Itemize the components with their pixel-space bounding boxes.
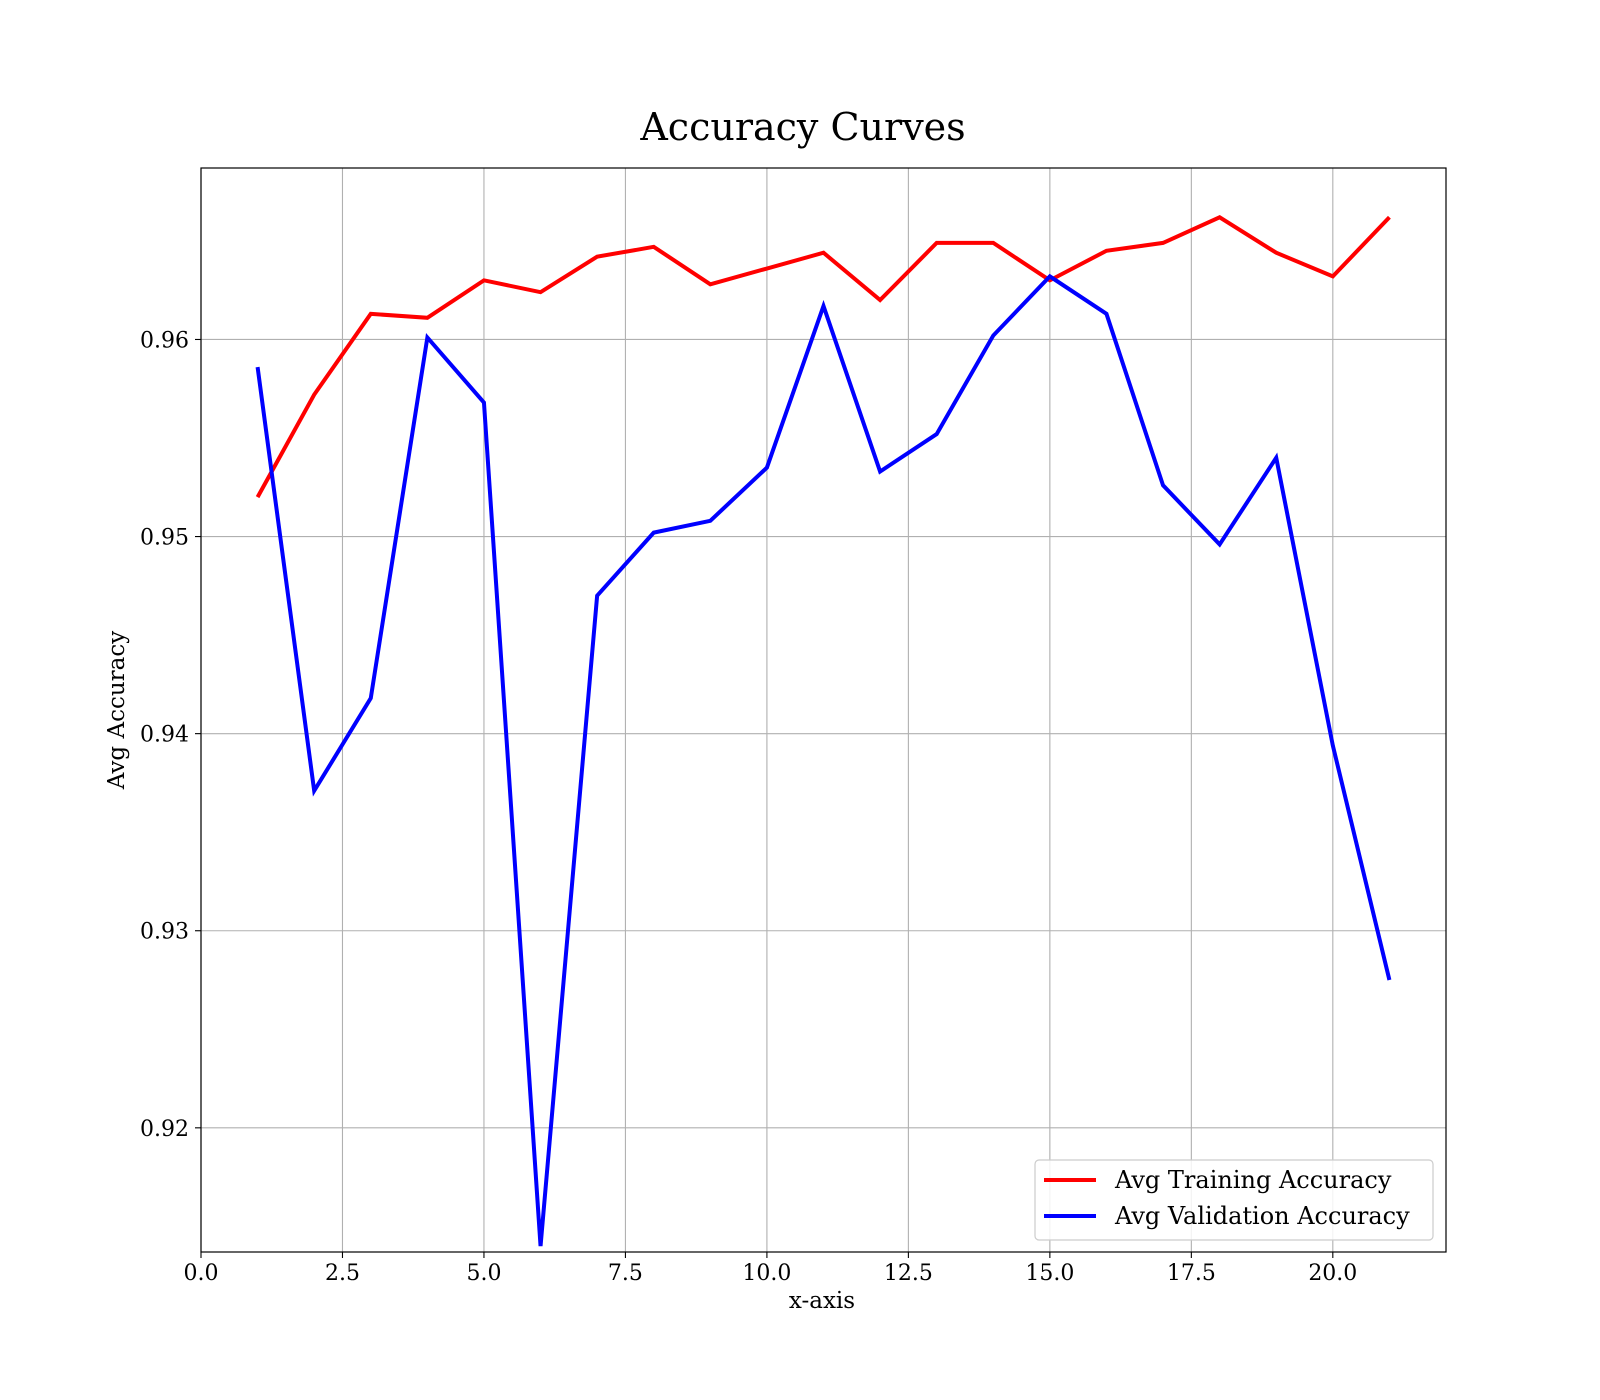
y-axis-ticks: 0.92 0.93 0.94 0.95 0.96: [140, 328, 201, 1142]
x-tick-label: 0.0: [184, 1261, 219, 1286]
chart-title: Accuracy Curves: [639, 105, 965, 149]
legend: Avg Training Accuracy Avg Validation Acc…: [1034, 1159, 1434, 1241]
x-tick-label: 10.0: [742, 1261, 791, 1286]
grid-lines: [200, 168, 1446, 1252]
legend-box: [1034, 1159, 1434, 1241]
y-tick-label: 0.96: [140, 328, 189, 353]
y-tick-label: 0.95: [140, 526, 189, 551]
x-tick-label: 5.0: [466, 1261, 501, 1286]
y-axis-title: Avg Accuracy: [104, 631, 130, 790]
x-axis-title: x-axis: [789, 1288, 855, 1314]
x-tick-label: 15.0: [1025, 1261, 1074, 1286]
validation-accuracy-line: [255, 273, 1392, 1247]
x-axis-ticks: 0.0 2.5 5.0 7.5 10.0 12.5 15.0 17.5 20.0: [184, 1252, 1357, 1286]
x-tick-label: 17.5: [1167, 1261, 1216, 1286]
training-accuracy-line: [255, 215, 1391, 499]
legend-label-validation: Avg Validation Accuracy: [1114, 1202, 1410, 1230]
plot-series: [255, 215, 1392, 1247]
x-tick-label: 2.5: [325, 1261, 360, 1286]
plot-area-frame: [200, 167, 1447, 1253]
x-tick-label: 12.5: [884, 1261, 933, 1286]
legend-label-training: Avg Training Accuracy: [1114, 1166, 1392, 1194]
x-tick-label: 7.5: [608, 1261, 643, 1286]
y-tick-label: 0.92: [140, 1117, 189, 1142]
y-tick-label: 0.94: [140, 723, 189, 748]
x-tick-label: 20.0: [1308, 1261, 1357, 1286]
y-tick-label: 0.93: [140, 920, 189, 945]
